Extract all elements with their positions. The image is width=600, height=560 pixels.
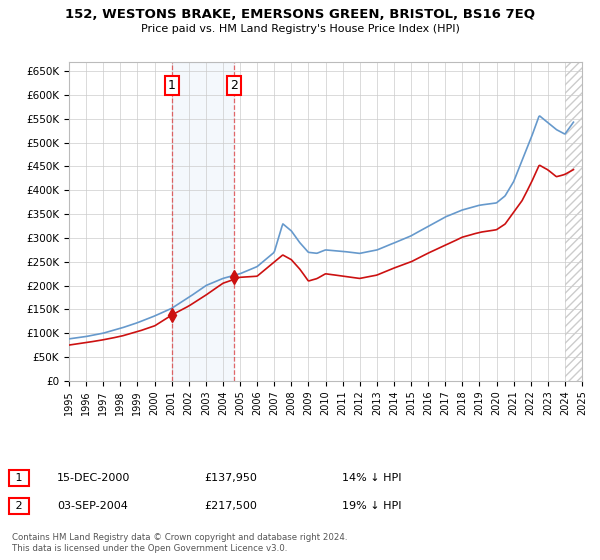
- Text: 1: 1: [12, 473, 26, 483]
- Text: Price paid vs. HM Land Registry's House Price Index (HPI): Price paid vs. HM Land Registry's House …: [140, 24, 460, 34]
- Text: 15-DEC-2000: 15-DEC-2000: [57, 473, 130, 483]
- Text: 2: 2: [230, 79, 238, 92]
- Text: £137,950: £137,950: [204, 473, 257, 483]
- Bar: [565, 62, 590, 381]
- Text: 03-SEP-2004: 03-SEP-2004: [57, 501, 128, 511]
- Text: 152, WESTONS BRAKE, EMERSONS GREEN, BRISTOL, BS16 7EQ: 152, WESTONS BRAKE, EMERSONS GREEN, BRIS…: [65, 8, 535, 21]
- Text: 1: 1: [167, 79, 176, 92]
- Text: £217,500: £217,500: [204, 501, 257, 511]
- Bar: [172, 62, 235, 381]
- Text: Contains HM Land Registry data © Crown copyright and database right 2024.
This d: Contains HM Land Registry data © Crown c…: [12, 533, 347, 553]
- Text: 14% ↓ HPI: 14% ↓ HPI: [342, 473, 401, 483]
- Text: 19% ↓ HPI: 19% ↓ HPI: [342, 501, 401, 511]
- Text: 2: 2: [12, 501, 26, 511]
